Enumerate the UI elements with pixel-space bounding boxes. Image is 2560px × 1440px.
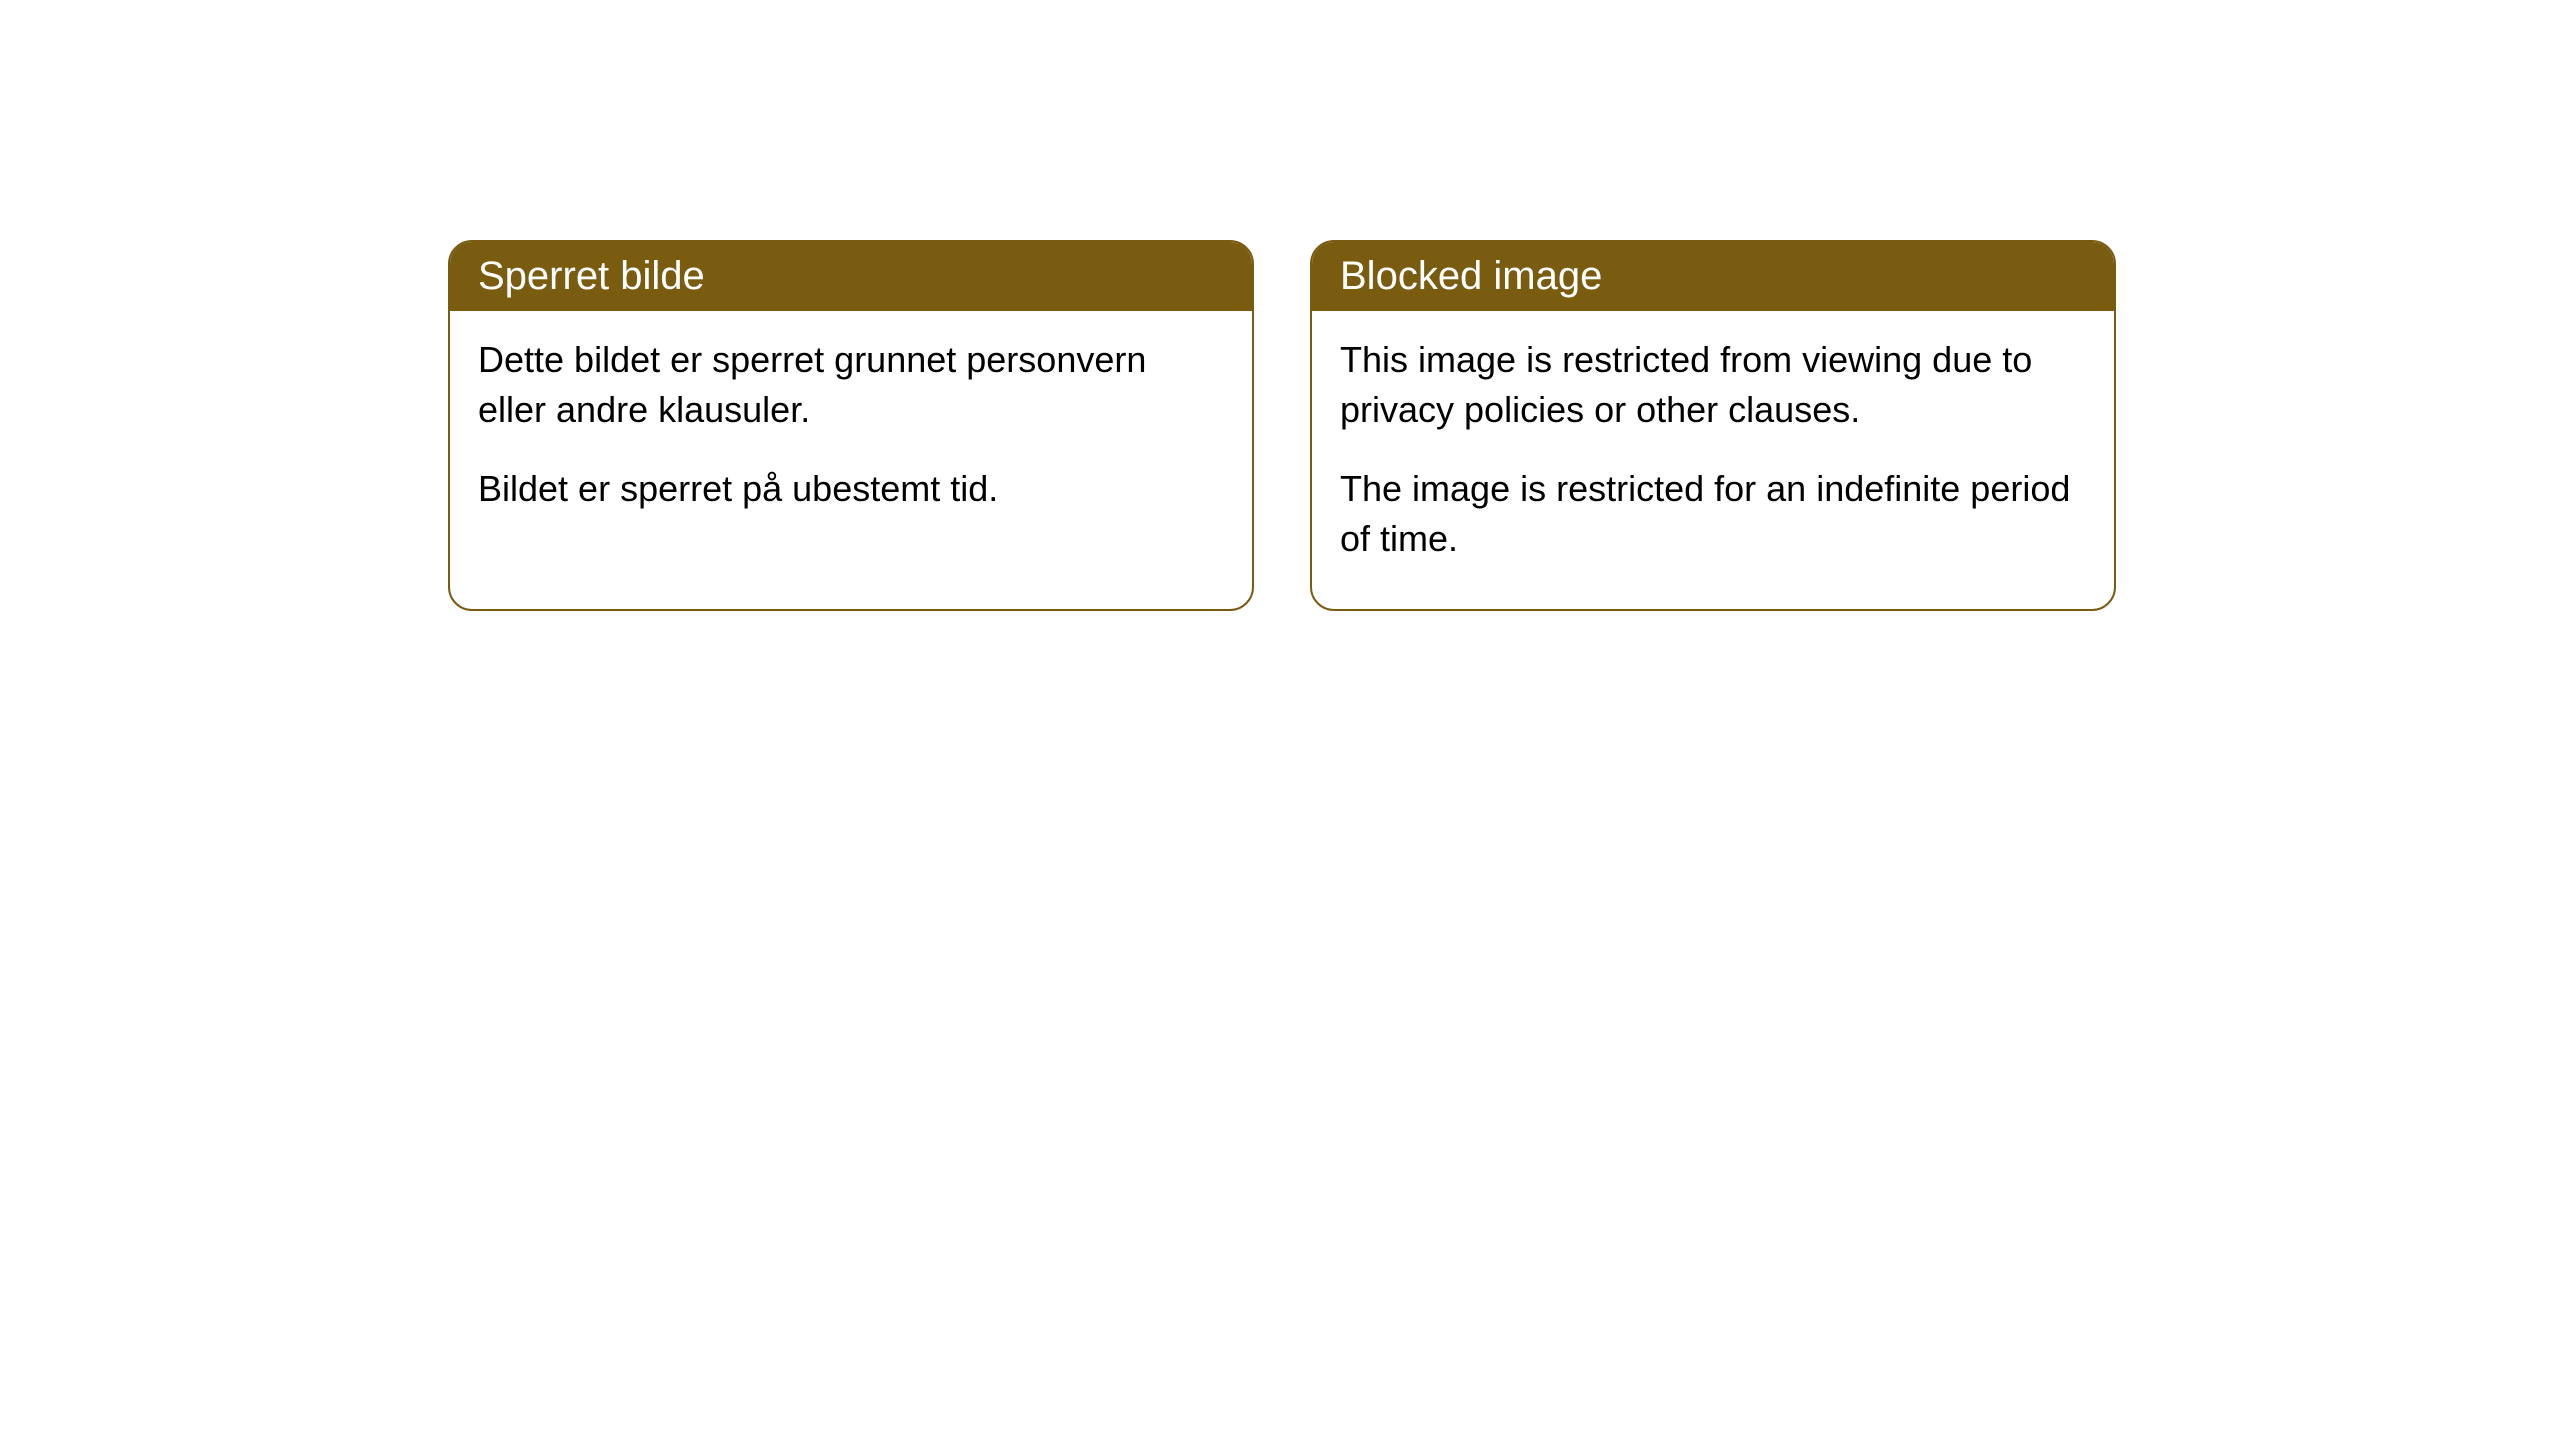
card-paragraph: Dette bildet er sperret grunnet personve… [478,335,1224,436]
card-paragraph: Bildet er sperret på ubestemt tid. [478,464,1224,514]
blocked-image-card-norwegian: Sperret bilde Dette bildet er sperret gr… [448,240,1254,611]
card-body: Dette bildet er sperret grunnet personve… [450,311,1252,558]
card-paragraph: The image is restricted for an indefinit… [1340,464,2086,565]
card-paragraph: This image is restricted from viewing du… [1340,335,2086,436]
cards-container: Sperret bilde Dette bildet er sperret gr… [0,0,2560,611]
card-header: Blocked image [1312,242,2114,311]
blocked-image-card-english: Blocked image This image is restricted f… [1310,240,2116,611]
card-header: Sperret bilde [450,242,1252,311]
card-body: This image is restricted from viewing du… [1312,311,2114,609]
